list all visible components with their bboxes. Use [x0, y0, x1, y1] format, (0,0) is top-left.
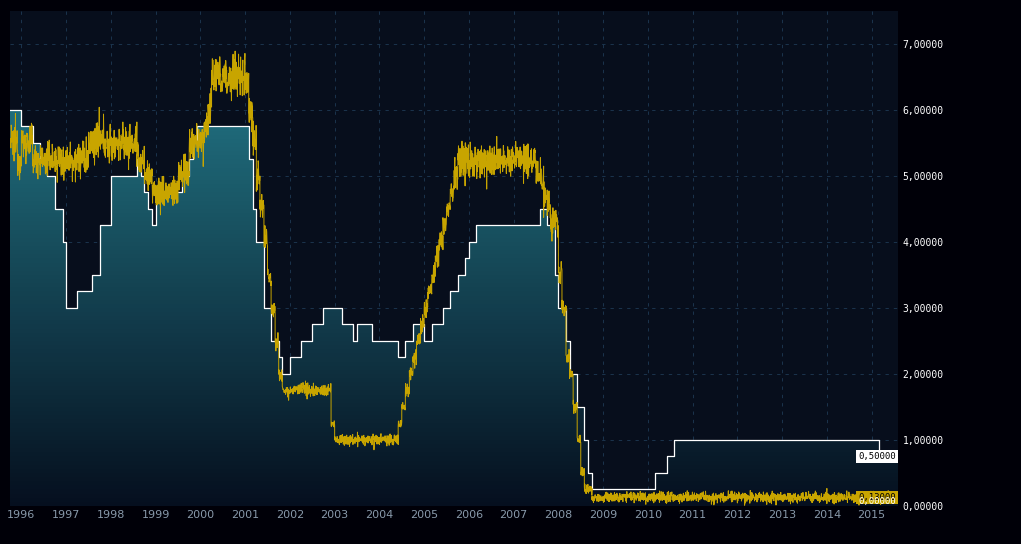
Text: 0,50000: 0,50000 [859, 452, 896, 461]
Text: 0,13000: 0,13000 [859, 493, 896, 502]
Text: 0,00000: 0,00000 [859, 497, 896, 506]
